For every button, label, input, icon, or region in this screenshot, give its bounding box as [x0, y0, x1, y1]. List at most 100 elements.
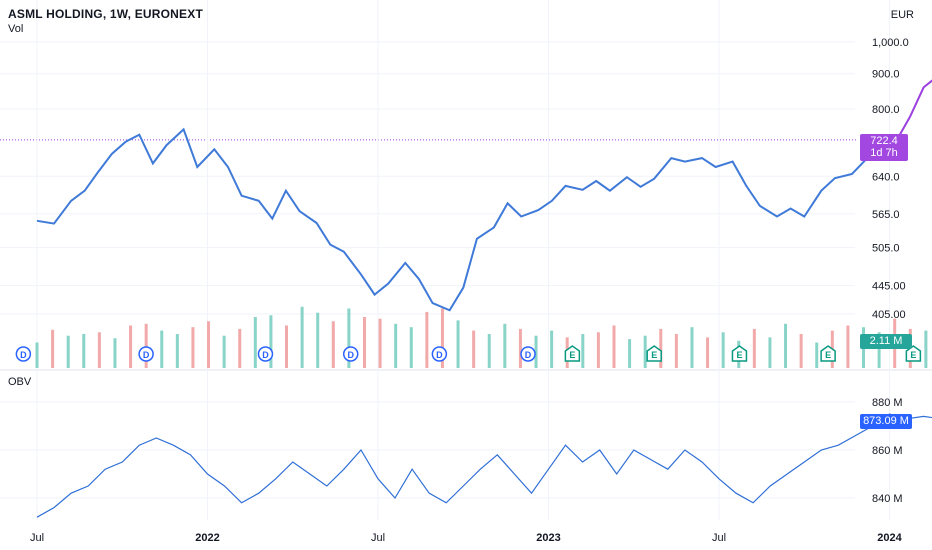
price-tick-label: 405.00 [872, 309, 906, 321]
volume-bar [35, 342, 39, 368]
dividend-marker [431, 346, 448, 362]
volume-bars [35, 306, 928, 368]
time-tick-label: Jul [712, 532, 726, 544]
price-tick-label: 640.0 [872, 171, 900, 183]
price-tag: 722.4 1d 7h [860, 134, 908, 161]
time-tick-label: Jul [371, 532, 385, 544]
volume-bar [752, 328, 756, 368]
volume-bar [129, 325, 133, 368]
volume-bar [425, 311, 429, 368]
volume-bar [222, 335, 226, 368]
volume-bar [815, 342, 819, 368]
volume-bar [394, 323, 398, 368]
volume-bar [581, 334, 585, 368]
event-marker-letter: D [347, 350, 354, 360]
volume-bar [659, 328, 663, 368]
x-axis-ticks: Jul2022Jul2023Jul2024Jul2025Jul2026 [30, 532, 903, 544]
event-marker-letter: E [825, 350, 831, 360]
dividend-marker [138, 346, 154, 362]
event-marker-letter: E [736, 350, 742, 360]
price-tick-label: 1,000.0 [872, 37, 909, 49]
earnings-marker [646, 345, 662, 362]
volume-bar [674, 334, 678, 368]
price-tick-label: 505.0 [872, 243, 900, 255]
price-tick-label: 445.00 [872, 281, 906, 293]
volume-bar [160, 330, 164, 368]
obv-tick-label: 880 M [872, 397, 903, 409]
obv-line-path [36, 413, 932, 518]
chart-title: ASML HOLDING, 1W, EURONEXT [8, 7, 203, 21]
earnings-marker [905, 345, 922, 362]
volume-bar [144, 323, 148, 368]
event-marker-letter: E [910, 350, 916, 360]
obv-tick-label: 840 M [872, 493, 903, 505]
volume-bar [113, 338, 117, 368]
volume-bar [503, 323, 507, 368]
dividend-marker [520, 346, 536, 362]
volume-bar [51, 329, 55, 368]
volume-label: Vol [8, 23, 24, 35]
event-marker-letter: E [569, 350, 575, 360]
volume-bar [269, 315, 273, 368]
volume-bar [596, 332, 600, 368]
volume-bar [784, 323, 788, 368]
event-markers[interactable]: DDDDDDEEEEEEEEEE [15, 323, 932, 362]
time-tick-label: 2024 [877, 532, 902, 544]
volume-tag: 2.11 M [860, 334, 912, 349]
dividend-marker [342, 346, 359, 362]
volume-bar [846, 325, 850, 368]
volume-bar [253, 317, 257, 368]
volume-bar [97, 332, 101, 368]
volume-bar [207, 321, 211, 368]
grid-lines [0, 0, 932, 520]
volume-bar [175, 334, 179, 368]
dividend-marker [257, 346, 274, 362]
time-tick-label: 2022 [195, 532, 219, 544]
price-tick-label: 800.0 [872, 104, 900, 116]
currency-label: EUR [890, 9, 914, 21]
volume-bar [285, 325, 289, 368]
volume-bar [612, 325, 616, 368]
volume-bar [409, 327, 413, 368]
price-tick-label: 900.0 [872, 69, 900, 81]
volume-bar [518, 328, 522, 368]
price-tick-label: 565.0 [872, 209, 900, 221]
volume-bar [628, 339, 632, 368]
event-marker-letter: D [20, 350, 27, 360]
volume-bar [877, 332, 881, 368]
event-marker-letter: D [143, 350, 150, 360]
volume-bar [721, 332, 725, 368]
volume-bar [924, 330, 928, 368]
volume-bar [706, 337, 710, 368]
obv-tick-label: 860 M [872, 445, 903, 457]
price-line-segment-2021-2023 [36, 127, 880, 312]
volume-bar [456, 320, 460, 368]
event-marker-letter: D [525, 350, 532, 360]
price-line [36, 79, 932, 312]
earnings-marker [820, 345, 836, 362]
y-axis-ticks: 1,000.0 900.0 800.0 640.0 565.0 505.0 445.00 40… [872, 37, 909, 505]
volume-bar [550, 330, 554, 368]
volume-bar [799, 334, 803, 368]
volume-bar [362, 317, 366, 368]
event-marker-letter: D [436, 350, 443, 360]
event-marker-letter: D [262, 350, 269, 360]
volume-bar [534, 335, 538, 368]
earnings-marker [564, 345, 581, 362]
volume-bar [440, 308, 444, 368]
dividend-marker [15, 346, 32, 362]
obv-label: OBV [8, 376, 32, 388]
countdown-value: 1d 7h [870, 147, 898, 159]
volume-bar [378, 318, 382, 368]
volume-bar [472, 330, 476, 368]
volume-bar [331, 321, 335, 368]
obv-tag: 873.09 M [860, 414, 912, 429]
volume-bar [347, 308, 351, 368]
volume-bar [300, 306, 304, 368]
obv-line [36, 413, 932, 518]
volume-bar [66, 335, 70, 368]
volume-bar [768, 337, 772, 368]
event-marker-letter: E [651, 350, 657, 360]
volume-bar [238, 328, 242, 368]
